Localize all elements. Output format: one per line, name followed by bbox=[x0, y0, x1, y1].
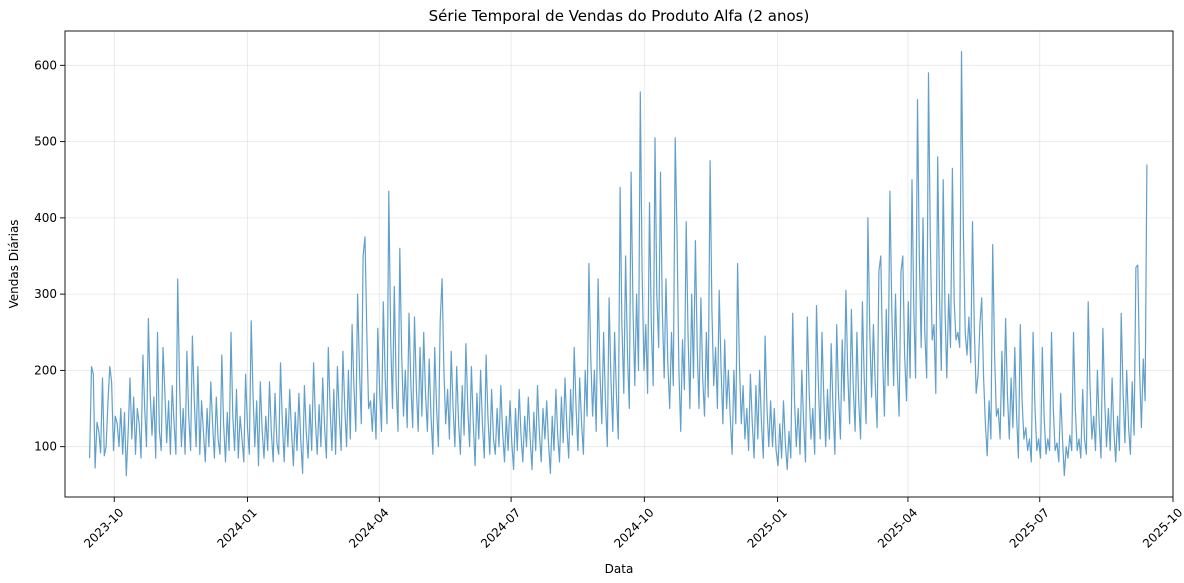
sales-series-line bbox=[89, 51, 1148, 477]
x-axis-ticks: 2023-10 2024-01 2024-04 2024-07 2024-10 2025-… bbox=[81, 497, 1184, 551]
x-axis-label: Data bbox=[605, 562, 634, 576]
chart-title: Série Temporal de Vendas do Produto Alfa… bbox=[429, 7, 810, 25]
x-tick-label: 2024-07 bbox=[478, 505, 523, 550]
y-tick-label: 600 bbox=[34, 58, 57, 72]
y-axis-ticks: 100 200 300 400 500 600 bbox=[34, 58, 65, 454]
x-tick-label: 2024-04 bbox=[346, 505, 391, 550]
series-layer bbox=[89, 51, 1148, 477]
y-tick-label: 100 bbox=[34, 440, 57, 454]
y-tick-label: 500 bbox=[34, 135, 57, 149]
y-axis-label: Vendas Diárias bbox=[7, 219, 21, 308]
x-tick-label: 2024-10 bbox=[611, 505, 656, 550]
x-tick-label: 2025-01 bbox=[745, 505, 790, 550]
x-tick-label: 2023-10 bbox=[81, 505, 126, 550]
plot-frame bbox=[64, 30, 1174, 498]
y-tick-label: 400 bbox=[34, 211, 57, 225]
x-tick-label: 2024-01 bbox=[214, 505, 259, 550]
x-tick-label: 2025-04 bbox=[875, 505, 920, 550]
x-tick-label: 2025-10 bbox=[1140, 505, 1184, 550]
y-tick-label: 200 bbox=[34, 363, 57, 377]
y-tick-label: 300 bbox=[34, 287, 57, 301]
x-tick-label: 2025-07 bbox=[1007, 505, 1052, 550]
grid-lines bbox=[65, 31, 1174, 497]
